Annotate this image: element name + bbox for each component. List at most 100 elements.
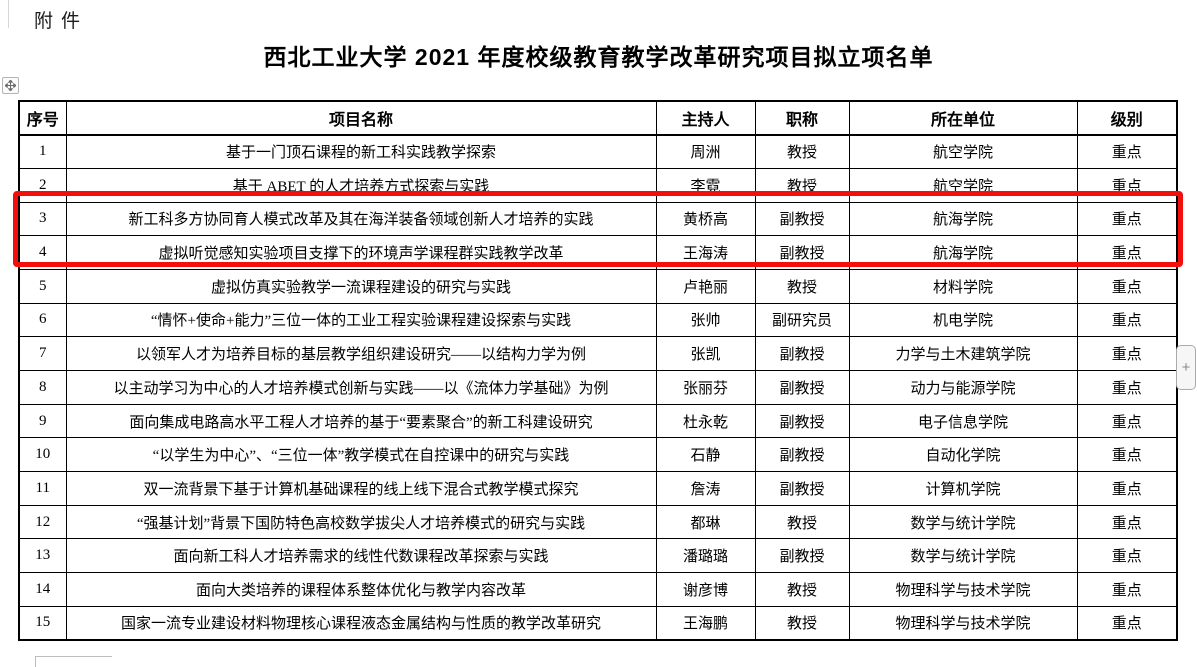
expand-button[interactable]: +	[1176, 345, 1196, 390]
column-header: 所在单位	[848, 100, 1078, 136]
table-row: 13 面向新工科人才培养需求的线性代数课程改革探索与实践 潘璐璐 副教授 数学与统计学院…	[18, 538, 1178, 574]
table-cell: 张凯	[655, 336, 756, 371]
table-cell: 教授	[754, 134, 850, 169]
page-corner-mark	[35, 656, 112, 667]
table-cell: 新工科多方协同育人模式改革及其在海洋装备领域创新人才培养的实践	[65, 201, 657, 237]
table-cell: 机电学院	[848, 302, 1078, 338]
table-cell: 副研究员	[754, 302, 850, 338]
table-row: 12 “强基计划”背景下国防特色高校数学拔尖人才培养模式的研究与实践 都琳 教授 数学与…	[18, 504, 1178, 540]
table-cell: 教授	[754, 167, 850, 203]
plus-icon: +	[1181, 359, 1191, 376]
table-cell: 物理科学与技术学院	[848, 572, 1078, 607]
table-cell: 1	[18, 134, 67, 169]
table-cell: 重点	[1076, 605, 1178, 641]
table-cell: 重点	[1076, 471, 1178, 506]
table-cell: “情怀+使命+能力”三位一体的工业工程实验课程建设探索与实践	[65, 302, 657, 338]
table-cell: 双一流背景下基于计算机基础课程的线上线下混合式教学模式探究	[65, 471, 657, 506]
table-cell: 重点	[1076, 437, 1178, 473]
table-cell: 2	[18, 167, 67, 203]
table-cell: 重点	[1076, 268, 1178, 304]
table-cell: 物理科学与技术学院	[848, 605, 1078, 641]
table-cell: 都琳	[655, 504, 756, 540]
table-cell: 副教授	[754, 235, 850, 270]
table-cell: 重点	[1076, 370, 1178, 405]
table-cell: 重点	[1076, 504, 1178, 540]
table-cell: 航空学院	[848, 167, 1078, 203]
table-cell: 数学与统计学院	[848, 538, 1078, 574]
table-cell: 计算机学院	[848, 471, 1078, 506]
table-cell: 副教授	[754, 370, 850, 405]
table-cell: 重点	[1076, 302, 1178, 338]
table-cell: 副教授	[754, 471, 850, 506]
table-cell: 重点	[1076, 201, 1178, 237]
table-cell: 虚拟仿真实验教学一流课程建设的研究与实践	[65, 268, 657, 304]
table-cell: 周洲	[655, 134, 756, 169]
table-cell: 14	[18, 572, 67, 607]
table-cell: 副教授	[754, 336, 850, 371]
table-cell: 重点	[1076, 538, 1178, 574]
table-cell: 材料学院	[848, 268, 1078, 304]
table-row: 4 虚拟听觉感知实验项目支撑下的环境声学课程群实践教学改革 王海涛 副教授 航海学院 重点	[18, 235, 1178, 270]
table-cell: 15	[18, 605, 67, 641]
table-cell: 副教授	[754, 403, 850, 439]
table-cell: 8	[18, 370, 67, 405]
table-row: 7 以领军人才为培养目标的基层教学组织建设研究——以结构力学为例 张凯 副教授 力学与土…	[18, 336, 1178, 371]
table-cell: 教授	[754, 572, 850, 607]
table-cell: 4	[18, 235, 67, 270]
table-cell: 航海学院	[848, 235, 1078, 270]
table-row: 3 新工科多方协同育人模式改革及其在海洋装备领域创新人才培养的实践 黄桥高 副教授 航海…	[18, 201, 1178, 237]
table-cell: 副教授	[754, 538, 850, 574]
table-cell: 黄桥高	[655, 201, 756, 237]
table-row: 6 “情怀+使命+能力”三位一体的工业工程实验课程建设探索与实践 张帅 副研究员 机电学…	[18, 302, 1178, 338]
table-cell: 王海鹏	[655, 605, 756, 641]
table-cell: 以领军人才为培养目标的基层教学组织建设研究——以结构力学为例	[65, 336, 657, 371]
table-row: 15 国家一流专业建设材料物理核心课程液态金属结构与性质的教学改革研究 王海鹏 教授物…	[18, 605, 1178, 641]
column-header: 职称	[754, 100, 850, 136]
page-title: 西北工业大学 2021 年度校级教育教学改革研究项目拟立项名单	[263, 44, 934, 70]
table-row: 10 “以学生为中心”、“三位一体”教学模式在自控课中的研究与实践 石静 副教授 自动化…	[18, 437, 1178, 473]
table-cell: 谢彦博	[655, 572, 756, 607]
table-cell: 国家一流专业建设材料物理核心课程液态金属结构与性质的教学改革研究	[65, 605, 657, 641]
table-cell: 教授	[754, 268, 850, 304]
table-cell: 力学与土木建筑学院	[848, 336, 1078, 371]
table-cell: 自动化学院	[848, 437, 1078, 473]
table-cell: 王海涛	[655, 235, 756, 270]
table-row: 14 面向大类培养的课程体系整体优化与教学内容改革 谢彦博 教授 物理科学与技术学院 重点	[18, 572, 1178, 607]
table-cell: 9	[18, 403, 67, 439]
table-cell: 基于 ABET 的人才培养方式探索与实践	[65, 167, 657, 203]
table-cell: 12	[18, 504, 67, 540]
table-header-row: 序号 项目名称 主持人 职称 所在单位 级别	[18, 100, 1178, 136]
table-cell: 石静	[655, 437, 756, 473]
table-cell: 航海学院	[848, 201, 1078, 237]
table-cell: 3	[18, 201, 67, 237]
table-cell: 潘璐璐	[655, 538, 756, 574]
table-cell: 6	[18, 302, 67, 338]
table-cell: 重点	[1076, 134, 1178, 169]
table-body: 1 基于一门顶石课程的新工科实践教学探索 周洲 教授 航空学院 重点 2 基于 ABET 的人…	[18, 134, 1178, 641]
table-cell: 卢艳丽	[655, 268, 756, 304]
table-cell: 11	[18, 471, 67, 506]
column-header: 主持人	[655, 100, 756, 136]
table-cell: 李霓	[655, 167, 756, 203]
attachment-label: 附件	[34, 11, 89, 32]
page-edge-line	[8, 0, 9, 28]
table-move-handle[interactable]	[2, 77, 19, 94]
table-cell: 10	[18, 437, 67, 473]
column-header: 级别	[1076, 100, 1178, 136]
table-cell: 航空学院	[848, 134, 1078, 169]
table-cell: 重点	[1076, 336, 1178, 371]
table-cell: 杜永乾	[655, 403, 756, 439]
table-cell: 教授	[754, 605, 850, 641]
table-cell: 面向新工科人才培养需求的线性代数课程改革探索与实践	[65, 538, 657, 574]
table-row: 5 虚拟仿真实验教学一流课程建设的研究与实践 卢艳丽 教授 材料学院 重点	[18, 268, 1178, 304]
table-row: 2 基于 ABET 的人才培养方式探索与实践 李霓 教授 航空学院 重点	[18, 167, 1178, 203]
move-cross-icon	[5, 80, 16, 91]
table-cell: 以主动学习为中心的人才培养模式创新与实践——以《流体力学基础》为例	[65, 370, 657, 405]
column-header: 项目名称	[65, 100, 657, 136]
table-cell: 电子信息学院	[848, 403, 1078, 439]
table-cell: 13	[18, 538, 67, 574]
table-cell: 詹涛	[655, 471, 756, 506]
table-row: 1 基于一门顶石课程的新工科实践教学探索 周洲 教授 航空学院 重点	[18, 134, 1178, 169]
table-cell: 重点	[1076, 403, 1178, 439]
table-cell: 张丽芬	[655, 370, 756, 405]
